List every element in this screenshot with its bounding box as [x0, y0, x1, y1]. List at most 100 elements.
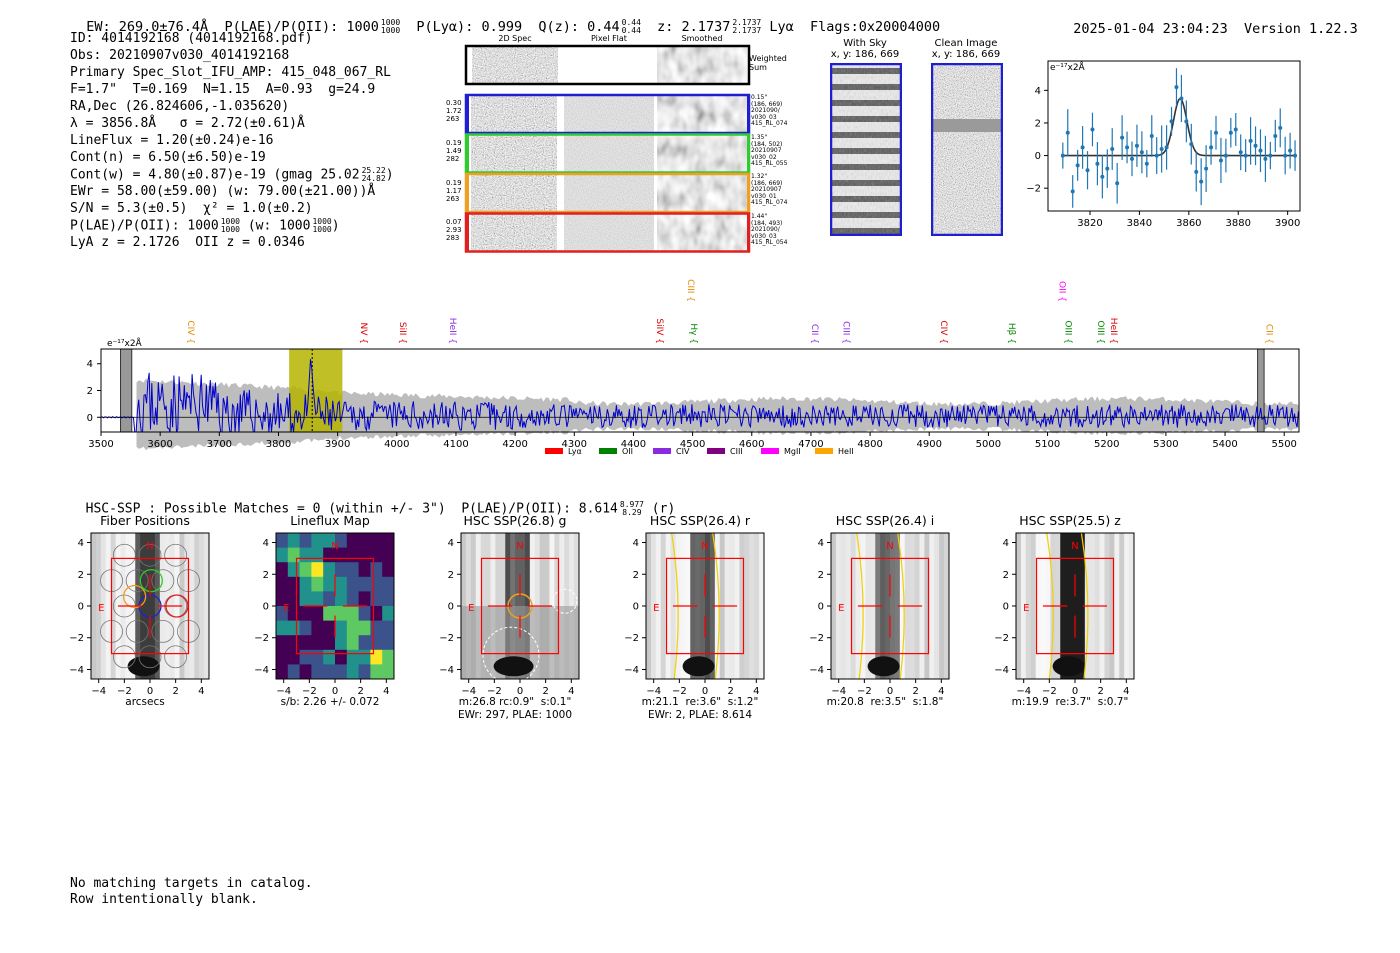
hsc-ytick: −2 [69, 633, 84, 644]
fiber-circle [164, 543, 188, 567]
hsc-ytick: 0 [263, 602, 269, 613]
weighted-sum-row [464, 44, 751, 86]
linefit-chart: e⁻¹⁷x2Å 4 2 0 −2 3820 3840 3860 3880 3900 [1026, 60, 1301, 229]
emission-line-label: HeII { [1108, 318, 1118, 344]
info-radec: RA,Dec (26.824606,-1.035620) [70, 99, 290, 114]
compass-n: N [331, 541, 338, 552]
linefit-point [1228, 130, 1233, 135]
hsc-xtick: −4 [831, 686, 846, 697]
plae-value: P(LAE)/P(OII): 1000 1000 1000 [224, 18, 401, 36]
emission-line-label: SiII { [397, 322, 407, 344]
compass-n: N [516, 541, 523, 552]
hsc-box [1035, 557, 1115, 655]
linefit-point [1238, 150, 1243, 155]
hsc-panel-title-0: Fiber Positions [100, 513, 190, 528]
cutouts-panel [464, 44, 751, 253]
emission-line-label: OII { [1056, 281, 1066, 302]
hsc-ytick: 2 [1003, 570, 1009, 581]
linefit-ytick: 4 [1035, 86, 1041, 97]
cutout-row-3 [464, 212, 751, 253]
hsc-panel-title-1: Lineflux Map [290, 513, 370, 528]
svg-text:CIII: CIII [730, 447, 743, 456]
timestamp: 2025-01-04 23:04:23 [1073, 21, 1228, 37]
hsc-ytick: −4 [809, 665, 824, 676]
spectrum-xtick: 5400 [1212, 439, 1237, 450]
spectrum-legend-item: CIV [653, 447, 690, 456]
linefit-point [1243, 153, 1248, 158]
emission-line-label: Hγ { [688, 323, 698, 344]
info-contw: Cont(w) = 4.80(±0.87)e-19 (gmag 25.02 25.… [70, 166, 394, 183]
spectrum-legend-item: MgII [761, 447, 801, 456]
cutout-row-2 [464, 172, 751, 214]
fiber-circle [138, 543, 162, 567]
cutout-row-right-3: 1.44" (184, 493) 2021090/ v030_03 415_RL… [751, 213, 788, 247]
spectrum-xtick: 4700 [798, 439, 823, 450]
hsc-ytick: −2 [994, 633, 1009, 644]
hsc-ytick: −4 [994, 665, 1009, 676]
linefit-point [1100, 174, 1105, 179]
cutout-col-label-1: Pixel Flat [591, 34, 627, 43]
emission-line-label: CII { [809, 324, 819, 344]
hsc-xtick: −4 [91, 686, 106, 697]
linefit-point [1110, 147, 1115, 152]
hsc-xtick: 2 [727, 686, 733, 697]
spectrum-legend-item: Lyα [545, 447, 582, 456]
hsc-xtick: 4 [753, 686, 759, 697]
info-lyaz: LyA z = 2.1726 OII z = 0.0346 [70, 235, 305, 250]
linefit-point [1075, 163, 1080, 168]
linefit-point [1223, 153, 1228, 158]
hsc-panel-3: N E 4 2 0 −2 −4 −4 −2 0 2 4 [624, 532, 765, 697]
hsc-ytick: −2 [809, 633, 824, 644]
linefit-point [1090, 127, 1095, 132]
linefit-xtick: 3880 [1226, 218, 1251, 229]
hsc-xtick: 0 [332, 686, 338, 697]
linefit-point [1125, 145, 1130, 150]
fiber-circle [125, 569, 149, 593]
linefit-point [1159, 147, 1164, 152]
emission-line-label: Hβ { [1006, 323, 1016, 344]
linefit-point [1278, 125, 1283, 130]
spectrum-xtick: 5100 [1035, 439, 1060, 450]
hsc-xtick: 2 [172, 686, 178, 697]
hsc-panel-4: N E 4 2 0 −2 −4 −4 −2 0 2 4 [809, 532, 950, 697]
spectrum-xtick: 4900 [917, 439, 942, 450]
spectrum-xtick: 5500 [1271, 439, 1296, 450]
linefit-xtick: 3840 [1127, 218, 1152, 229]
spectrum-xtick: 4200 [502, 439, 527, 450]
hsc-ytick: −4 [624, 665, 639, 676]
spectrum-xtick: 4100 [443, 439, 468, 450]
cutout-row-right-2: 1.32" (186, 669) 20210907 v030_01 415_RL… [751, 173, 788, 207]
linefit-point [1263, 156, 1268, 161]
spectrum-xtick: 4000 [384, 439, 409, 450]
hsc-xtick: 2 [1097, 686, 1103, 697]
spectrum-xtick: 5000 [976, 439, 1001, 450]
cutout-row-right-0: 0.15" (186, 669) 2021090/ v030_03 415_RL… [751, 94, 788, 128]
linefit-point [1233, 127, 1238, 132]
linefit-point [1139, 150, 1144, 155]
linefit-point [1179, 96, 1184, 101]
cutout-col-label-2: Smoothed [681, 34, 723, 43]
hsc-ytick: −2 [254, 633, 269, 644]
linefit-xtick: 3900 [1275, 218, 1300, 229]
emission-line-label: OIII { [1095, 320, 1105, 344]
hsc-ytick: 4 [448, 538, 454, 549]
fiber-circle [125, 619, 149, 643]
hsc-ytick: 0 [448, 602, 454, 613]
hsc-panel-1: N E 4 2 0 −2 −4 −4 −2 0 2 4 [254, 532, 395, 697]
spectrum-xtick: 3500 [88, 439, 113, 450]
hsc-xtick: −4 [1016, 686, 1031, 697]
info-block: ID: 4014192168 (4014192168.pdf) Obs: 202… [70, 31, 394, 252]
hsc-summary: HSC-SSP : Possible Matches = 0 (within +… [85, 500, 676, 517]
weighted-sum-label: Weighted Sum [749, 54, 787, 72]
cutout-col-label-0: 2D Spec [498, 34, 532, 43]
hsc-ytick: −2 [624, 633, 639, 644]
info-ewr: EWr = 58.00(±59.00) (w: 79.00(±21.00))Å [70, 184, 376, 199]
linefit-point [1080, 145, 1085, 150]
info-contn: Cont(n) = 6.50(±6.50)e-19 [70, 150, 266, 165]
spectrum-xtick: 4400 [621, 439, 646, 450]
hsc-xtick: 4 [938, 686, 944, 697]
hsc-box [110, 557, 190, 655]
emission-line-label: CIII { [685, 279, 695, 302]
hsc-ytick: 2 [633, 570, 639, 581]
hsc-xtick: 2 [357, 686, 363, 697]
